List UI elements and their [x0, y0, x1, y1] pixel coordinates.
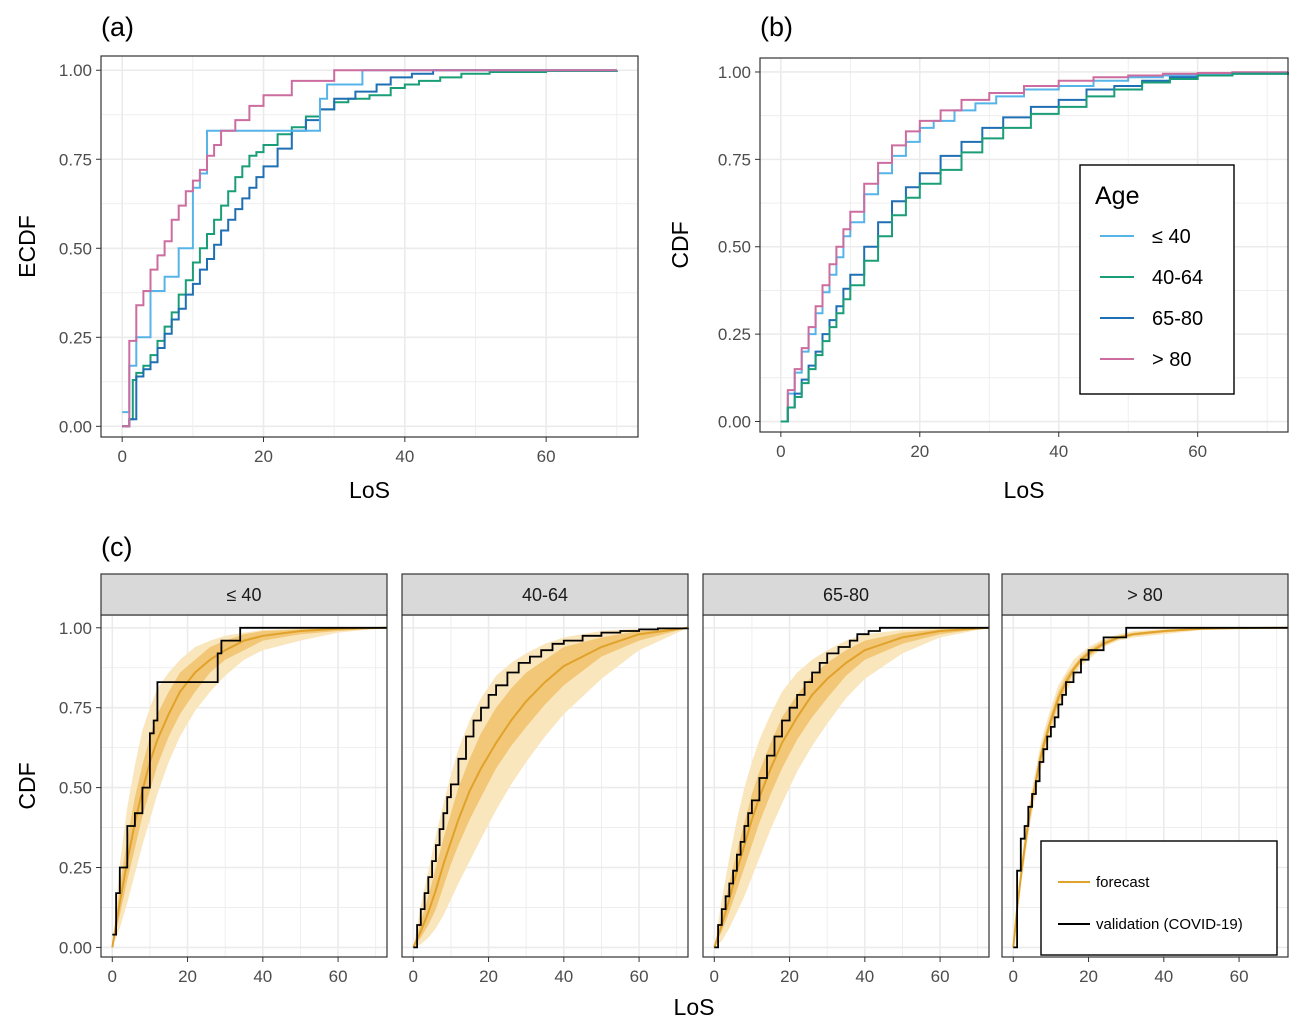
x-axis-title-c: LoS: [674, 994, 715, 1020]
series-line-40-64: [122, 70, 618, 428]
forecast-line: [713, 626, 990, 948]
validation-line: [714, 626, 989, 949]
y-tick-label: 1.00: [59, 619, 92, 638]
forecast-band-90: [714, 627, 989, 948]
x-tick-label: 0: [117, 447, 126, 466]
legend-label: forecast: [1096, 874, 1150, 891]
x-tick-label: 0: [776, 442, 785, 461]
panel-a-axes: 0.00 0.25 0.50 0.75 1.00 0 20 40 60: [59, 55, 639, 466]
x-tick-label: 0: [1009, 967, 1018, 986]
y-tick-label: 0.75: [59, 150, 92, 169]
facet-2-axes: 0 20 40 60: [702, 614, 990, 986]
legend-label: 65-80: [1152, 308, 1203, 330]
series-line-65-80: [122, 69, 617, 428]
validation-line: [112, 626, 387, 936]
legend-label: ≤ 40: [1152, 226, 1191, 248]
series-line-le40: [780, 71, 1289, 423]
y-tick-label: 0.00: [718, 413, 751, 432]
x-tick-label: 60: [931, 967, 950, 986]
facet-strip-label: > 80: [1127, 585, 1163, 605]
panel-border: [759, 57, 1289, 433]
x-tick-label: 20: [1079, 967, 1098, 986]
y-axis-title-b: CDF: [667, 221, 693, 268]
facet-strip-label: 40-64: [522, 585, 568, 605]
legend-label: > 80: [1152, 349, 1191, 371]
forecast-line: [1012, 626, 1289, 948]
y-tick-label: 0.75: [718, 150, 751, 169]
y-tick-label: 0.50: [718, 238, 751, 257]
y-tick-label: 1.00: [718, 63, 751, 82]
panel-border: [100, 55, 639, 438]
facet-1-axes: 0 20 40 60: [401, 614, 689, 986]
y-tick-label: 0.25: [718, 325, 751, 344]
x-tick-label: 20: [479, 967, 498, 986]
y-tick-label: 0.00: [59, 417, 92, 436]
x-tick-label: 60: [1188, 442, 1207, 461]
facet-0-axes: 0.00 0.25 0.50 0.75 1.00 0 20 40 60: [59, 614, 388, 986]
facet-strip-label: 65-80: [823, 585, 869, 605]
panel-label-c: (c): [101, 532, 132, 562]
y-tick-label: 0.25: [59, 859, 92, 878]
x-tick-label: 60: [1230, 967, 1249, 986]
y-tick-label: 0.00: [59, 938, 92, 957]
legend-label: validation (COVID-19): [1096, 916, 1243, 933]
y-tick-label: 1.00: [59, 61, 92, 80]
panel-label-b: (b): [760, 12, 793, 42]
x-tick-label: 20: [910, 442, 929, 461]
forecast-band-50: [413, 627, 688, 948]
panel-label-a: (a): [101, 12, 134, 42]
validation-line: [413, 627, 689, 949]
validation-line: [1013, 626, 1288, 949]
x-tick-label: 20: [780, 967, 799, 986]
legend-age: Age ≤ 40 40-64 65-80 > 80: [1079, 164, 1235, 395]
x-tick-label: 60: [537, 447, 556, 466]
y-tick-label: 0.25: [59, 328, 92, 347]
forecast-band-50: [112, 627, 388, 948]
y-axis-title-c: CDF: [14, 762, 40, 809]
x-tick-label: 60: [329, 967, 348, 986]
forecast-band-50: [714, 627, 989, 948]
legend-box: [1040, 840, 1278, 956]
plot-background: [101, 56, 638, 437]
x-tick-label: 60: [630, 967, 649, 986]
x-axis-title-b: LoS: [1004, 477, 1045, 503]
legend-label: 40-64: [1152, 267, 1203, 289]
y-tick-label: 0.50: [59, 779, 92, 798]
x-tick-label: 40: [395, 447, 414, 466]
forecast-line: [412, 626, 689, 948]
x-tick-label: 40: [253, 967, 272, 986]
y-tick-label: 0.50: [59, 239, 92, 258]
x-tick-label: 20: [178, 967, 197, 986]
series-line-40-64: [780, 72, 1289, 423]
y-tick-label: 0.75: [59, 699, 92, 718]
x-tick-label: 0: [108, 967, 117, 986]
legend-forecast: forecast validation (COVID-19): [1040, 840, 1278, 956]
series-line-gt80: [122, 69, 617, 428]
x-axis-title-a: LoS: [349, 477, 390, 503]
legend-title: Age: [1095, 182, 1139, 210]
facet-strip: [401, 573, 689, 616]
x-tick-label: 40: [1049, 442, 1068, 461]
x-tick-label: 0: [409, 967, 418, 986]
facet-strip-label: ≤ 40: [227, 585, 262, 605]
x-tick-label: 0: [710, 967, 719, 986]
x-tick-label: 40: [554, 967, 573, 986]
x-tick-label: 40: [855, 967, 874, 986]
x-tick-label: 40: [1154, 967, 1173, 986]
legend-box: [1079, 164, 1235, 395]
x-tick-label: 20: [254, 447, 273, 466]
facet-strip: [1001, 573, 1289, 616]
y-axis-title-a: ECDF: [14, 215, 40, 278]
forecast-line: [111, 626, 388, 948]
facet-strip: [702, 573, 990, 616]
facet-strip: [100, 573, 388, 616]
series-line-gt80: [780, 71, 1289, 423]
